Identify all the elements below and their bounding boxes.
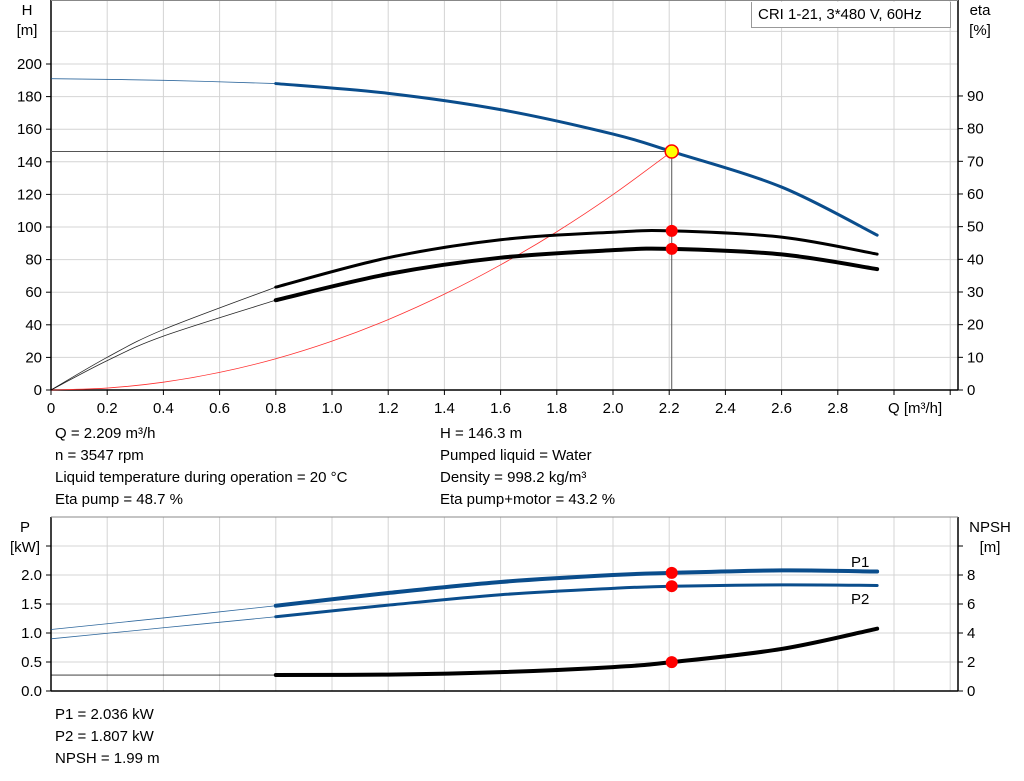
y-tick-label-right: 90	[967, 88, 984, 105]
y-axis-unit-left: [kW]	[10, 539, 40, 556]
y-axis-label-left: H	[22, 2, 33, 19]
y-tick-label-right: 2	[967, 654, 975, 671]
p2-series-label: P2	[851, 591, 869, 608]
y-axis-unit-right: [%]	[969, 22, 991, 39]
y-tick-label-left: 160	[17, 121, 42, 138]
info-p1: P1 = 2.036 kW	[55, 706, 154, 723]
y-tick-label-left: 1.0	[21, 625, 42, 642]
info-h: H = 146.3 m	[440, 425, 523, 442]
y-tick-label-right: 70	[967, 153, 984, 170]
x-tick-label: 0.2	[97, 400, 118, 417]
x-tick-label: 1.8	[546, 400, 567, 417]
x-tick-label: 2.8	[827, 400, 848, 417]
duty-point	[664, 144, 679, 159]
p2-curve-extrapolated	[50, 616, 276, 640]
chart-title: CRI 1-21, 3*480 V, 60Hz	[758, 6, 922, 23]
x-tick-label: 0.8	[265, 400, 286, 417]
x-tick-label: 2.4	[715, 400, 736, 417]
y-tick-label-right: 30	[967, 284, 984, 301]
x-tick-label: 0	[47, 400, 55, 417]
p1-series-label: P1	[851, 554, 869, 571]
eta-pump-motor-point	[665, 242, 678, 255]
y-tick-label-left: 60	[25, 284, 42, 301]
p1-curve-extrapolated	[50, 605, 276, 630]
eta-pump-curve-extrapolated	[50, 286, 276, 391]
y-axis-label-right: eta	[970, 2, 992, 19]
info-liquid: Pumped liquid = Water	[440, 447, 592, 464]
y-tick-label-right: 4	[967, 625, 975, 642]
y-tick-label-left: 0.5	[21, 654, 42, 671]
y-tick-label-right: 20	[967, 317, 984, 334]
x-tick-label: 1.2	[378, 400, 399, 417]
head-curve-extrapolated	[50, 78, 276, 84]
y-tick-label-right: 80	[967, 121, 984, 138]
y-tick-label-left: 2.0	[21, 567, 42, 584]
x-tick-label: 2.2	[659, 400, 680, 417]
info-eta-pump: Eta pump = 48.7 %	[55, 491, 183, 508]
y-tick-label-left: 200	[17, 56, 42, 73]
y-axis-label-left: P	[20, 519, 30, 536]
y-tick-label-left: 140	[17, 154, 42, 171]
system-curve	[50, 151, 672, 391]
y-tick-label-left: 100	[17, 219, 42, 236]
eta-pump-point	[665, 224, 678, 237]
y-tick-label-right: 0	[967, 683, 975, 700]
x-tick-label: 0.6	[209, 400, 230, 417]
eta-pump-curve	[274, 229, 879, 289]
x-tick-label: 0.4	[153, 400, 174, 417]
y-tick-label-left: 80	[25, 252, 42, 269]
y-tick-label-right: 50	[967, 219, 984, 236]
p2-point	[665, 580, 678, 593]
y-tick-label-right: 8	[967, 567, 975, 584]
y-tick-label-right: 10	[967, 349, 984, 366]
y-axis-unit-left: [m]	[17, 22, 38, 39]
info-p2: P2 = 1.807 kW	[55, 728, 154, 745]
p1-curve	[273, 568, 880, 608]
y-tick-label-left: 20	[25, 349, 42, 366]
y-tick-label-left: 180	[17, 89, 42, 106]
info-density: Density = 998.2 kg/m³	[440, 469, 587, 486]
p1-point	[665, 566, 678, 579]
y-tick-label-left: 40	[25, 317, 42, 334]
y-tick-label-left: 0	[34, 382, 42, 399]
y-axis-label-right: NPSH	[969, 519, 1011, 536]
info-n: n = 3547 rpm	[55, 447, 144, 464]
x-axis-label: Q [m³/h]	[888, 400, 942, 417]
y-tick-label-right: 40	[967, 251, 984, 268]
x-tick-label: 2.6	[771, 400, 792, 417]
eta-pump-motor-curve	[273, 246, 880, 303]
x-tick-label: 1.6	[490, 400, 511, 417]
y-tick-label-left: 1.5	[21, 596, 42, 613]
x-tick-label: 1.0	[322, 400, 343, 417]
y-tick-label-right: 60	[967, 186, 984, 203]
y-tick-label-left: 120	[17, 186, 42, 203]
info-temp: Liquid temperature during operation = 20…	[55, 469, 348, 486]
npsh-point	[665, 656, 678, 669]
title-box: CRI 1-21, 3*480 V, 60Hz	[751, 2, 951, 28]
info-q: Q = 2.209 m³/h	[55, 425, 156, 442]
y-tick-label-right: 0	[967, 382, 975, 399]
x-tick-label: 2.0	[603, 400, 624, 417]
head-curve	[274, 82, 879, 237]
info-npsh: NPSH = 1.99 m	[55, 750, 160, 767]
info-eta-pump-motor: Eta pump+motor = 43.2 %	[440, 491, 616, 508]
y-axis-unit-right: [m]	[980, 539, 1001, 556]
npsh-curve	[273, 626, 880, 678]
x-tick-label: 1.4	[434, 400, 455, 417]
p2-curve	[274, 583, 879, 619]
y-tick-label-right: 6	[967, 596, 975, 613]
eta-pump-motor-curve-extrapolated	[50, 299, 276, 391]
y-tick-label-left: 0.0	[21, 683, 42, 700]
